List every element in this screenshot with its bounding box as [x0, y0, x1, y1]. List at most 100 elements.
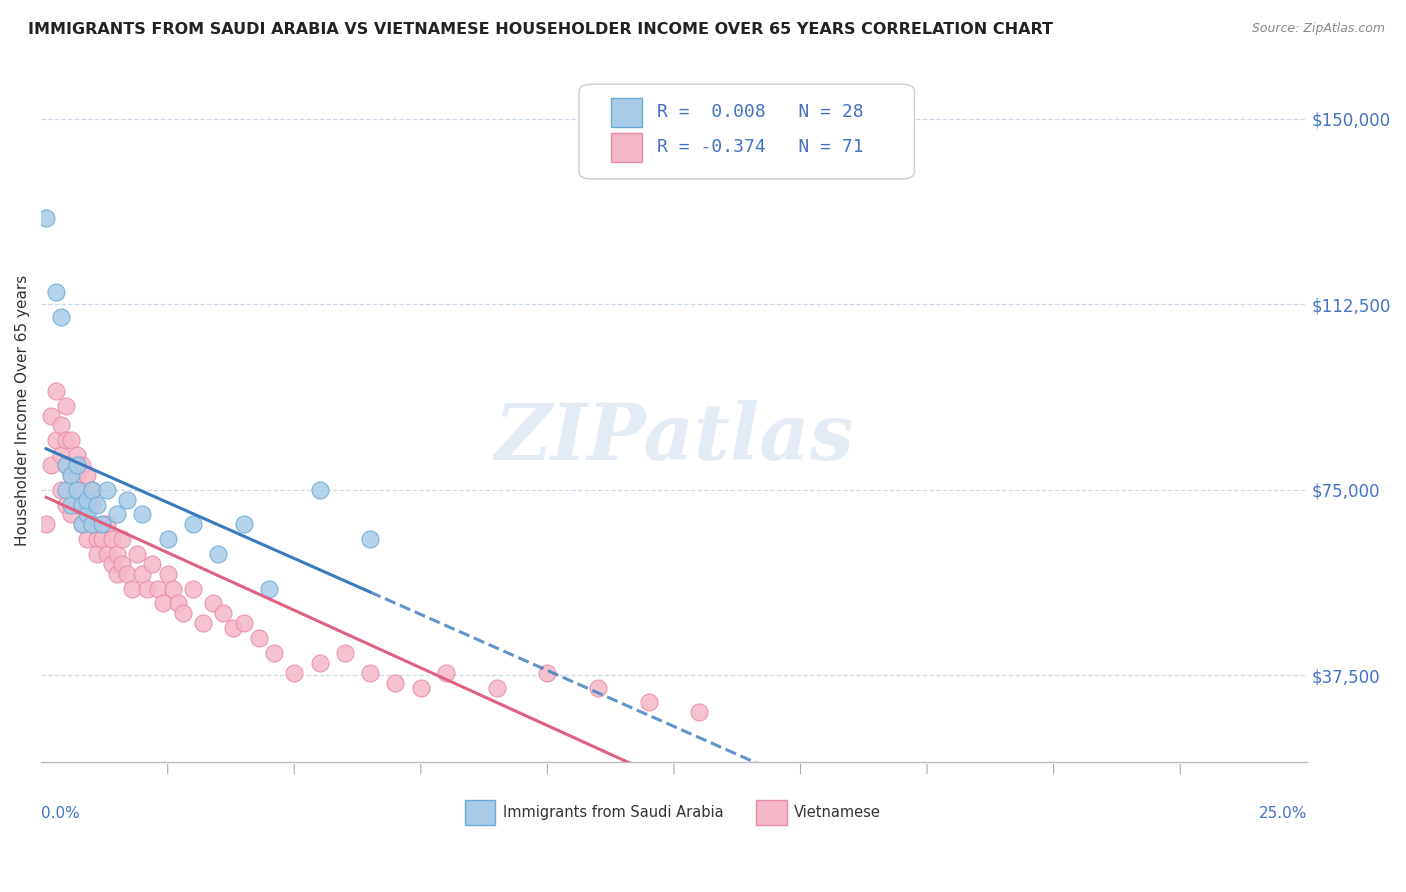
- Point: [51, 448, 73, 462]
- Point: [90, 532, 112, 546]
- Point: [146, 582, 169, 596]
- Point: [172, 607, 194, 621]
- Point: [80, 517, 103, 532]
- Point: [45, 384, 67, 398]
- Point: [55, 458, 77, 472]
- Point: [55, 483, 77, 497]
- Point: [55, 399, 77, 413]
- Point: [586, 681, 609, 695]
- Point: [65, 458, 87, 472]
- Bar: [610, 97, 643, 127]
- Point: [55, 498, 77, 512]
- Point: [70, 498, 93, 512]
- Point: [111, 557, 134, 571]
- Text: ZIPatlas: ZIPatlas: [495, 401, 853, 477]
- Point: [485, 681, 508, 695]
- Point: [688, 705, 710, 719]
- Point: [156, 566, 179, 581]
- Point: [55, 434, 77, 448]
- Point: [247, 631, 270, 645]
- Point: [70, 517, 93, 532]
- Bar: [465, 799, 495, 825]
- Point: [60, 498, 83, 512]
- Point: [35, 211, 58, 225]
- Point: [156, 532, 179, 546]
- Text: 25.0%: 25.0%: [1258, 806, 1306, 822]
- Text: R =  0.008   N = 28: R = 0.008 N = 28: [658, 103, 865, 121]
- Point: [162, 582, 184, 596]
- Text: Source: ZipAtlas.com: Source: ZipAtlas.com: [1251, 22, 1385, 36]
- Point: [637, 695, 659, 709]
- Point: [60, 467, 83, 482]
- Point: [51, 310, 73, 324]
- Point: [70, 517, 93, 532]
- Point: [86, 498, 108, 512]
- Bar: [610, 133, 643, 162]
- Point: [141, 557, 163, 571]
- Point: [115, 566, 138, 581]
- Point: [105, 508, 128, 522]
- Point: [222, 621, 245, 635]
- Point: [80, 483, 103, 497]
- Point: [115, 492, 138, 507]
- Point: [96, 483, 118, 497]
- Point: [60, 508, 83, 522]
- Point: [80, 498, 103, 512]
- Point: [45, 285, 67, 299]
- FancyBboxPatch shape: [579, 84, 914, 179]
- Point: [76, 498, 98, 512]
- Point: [434, 665, 457, 680]
- Point: [536, 665, 558, 680]
- Point: [101, 557, 124, 571]
- Point: [51, 483, 73, 497]
- Point: [70, 458, 93, 472]
- Point: [131, 566, 153, 581]
- Point: [55, 458, 77, 472]
- Point: [76, 508, 98, 522]
- Point: [39, 458, 62, 472]
- Point: [76, 492, 98, 507]
- Point: [80, 517, 103, 532]
- Text: 0.0%: 0.0%: [41, 806, 80, 822]
- Point: [232, 616, 254, 631]
- Point: [105, 566, 128, 581]
- Point: [86, 547, 108, 561]
- Point: [60, 467, 83, 482]
- Point: [65, 448, 87, 462]
- Point: [51, 418, 73, 433]
- Point: [152, 597, 174, 611]
- Text: Vietnamese: Vietnamese: [794, 805, 882, 820]
- Point: [70, 483, 93, 497]
- Point: [359, 532, 381, 546]
- Point: [181, 517, 204, 532]
- Point: [39, 409, 62, 423]
- Point: [45, 434, 67, 448]
- Point: [121, 582, 143, 596]
- Point: [166, 597, 188, 611]
- Point: [207, 547, 229, 561]
- Point: [86, 532, 108, 546]
- Point: [181, 582, 204, 596]
- Point: [111, 532, 134, 546]
- Point: [35, 517, 58, 532]
- Point: [96, 517, 118, 532]
- Point: [333, 646, 356, 660]
- Point: [65, 483, 87, 497]
- Point: [384, 675, 406, 690]
- Point: [308, 656, 330, 670]
- Point: [308, 483, 330, 497]
- Point: [212, 607, 235, 621]
- Point: [96, 547, 118, 561]
- Y-axis label: Householder Income Over 65 years: Householder Income Over 65 years: [15, 275, 30, 546]
- Bar: [756, 799, 786, 825]
- Point: [101, 532, 124, 546]
- Text: R = -0.374   N = 71: R = -0.374 N = 71: [658, 138, 865, 156]
- Point: [127, 547, 149, 561]
- Point: [105, 547, 128, 561]
- Point: [90, 517, 112, 532]
- Point: [131, 508, 153, 522]
- Point: [76, 467, 98, 482]
- Point: [76, 532, 98, 546]
- Point: [65, 467, 87, 482]
- Point: [80, 483, 103, 497]
